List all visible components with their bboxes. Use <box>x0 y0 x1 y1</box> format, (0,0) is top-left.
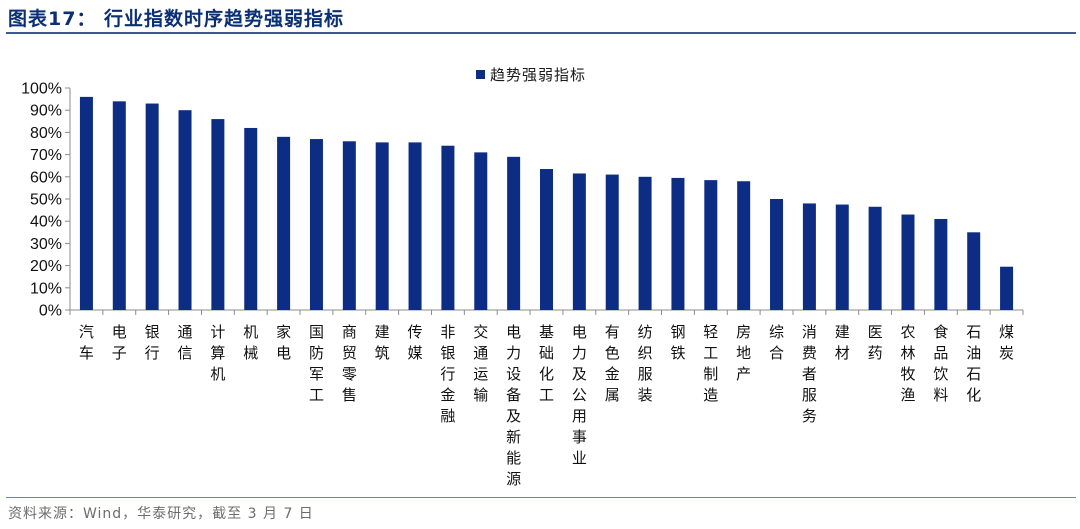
x-category-label: 轻工制造 <box>703 323 718 404</box>
bar-医药 <box>868 206 882 310</box>
bar-建材 <box>835 204 849 310</box>
bar-传媒 <box>408 142 422 310</box>
x-category-label: 交通运输 <box>473 323 488 404</box>
x-category-label: 食品饮料 <box>933 323 948 404</box>
source-note: 资料来源：Wind，华泰研究，截至 3 月 7 日 <box>8 506 314 522</box>
header-divider <box>6 32 1076 34</box>
bar-电子 <box>112 101 126 310</box>
y-tick-label: 70% <box>30 147 62 164</box>
bar-计算机 <box>211 119 225 310</box>
bar-钢铁 <box>671 177 685 310</box>
x-category-label: 农林牧渔 <box>900 323 915 404</box>
x-category-label: 非银行金融 <box>440 323 455 425</box>
footer-divider <box>6 497 1076 498</box>
x-category-label: 消费者服务 <box>802 323 817 425</box>
bar-国防军工 <box>309 139 323 310</box>
x-category-label: 纺织服装 <box>638 323 653 404</box>
bar-纺织服装 <box>638 176 652 310</box>
bar-机械 <box>244 127 258 311</box>
y-tick-label: 20% <box>30 258 62 275</box>
x-category-label: 建材 <box>835 323 850 362</box>
x-category-label: 房地产 <box>736 323 751 383</box>
x-category-label: 电力设备及新能源 <box>506 323 521 488</box>
bar-交通运输 <box>474 152 488 310</box>
x-category-label: 家电 <box>276 323 291 362</box>
y-tick-label: 30% <box>30 236 62 253</box>
x-category-label: 汽车 <box>79 323 94 362</box>
bar-建筑 <box>375 142 389 310</box>
bar-商贸零售 <box>342 141 356 310</box>
x-category-label: 商贸零售 <box>342 323 357 404</box>
bar-基础化工 <box>540 169 553 310</box>
x-category-label: 煤炭 <box>999 323 1014 362</box>
bar-chart: 0% 10% 20% 30% 40% 50% 60% 70% 80% 90% 100% 汽车电子银行… <box>21 66 1024 488</box>
y-tick-label: 0% <box>39 303 62 320</box>
figure-header: 图表17： 行业指数时序趋势强弱指标 <box>0 0 1080 32</box>
bar-有色金属 <box>605 174 619 310</box>
bar-家电 <box>277 136 291 310</box>
x-category-label: 综合 <box>769 323 784 362</box>
y-tick-label: 90% <box>30 103 62 120</box>
y-tick-label: 10% <box>30 280 62 297</box>
x-category-label: 计算机 <box>210 323 225 383</box>
y-tick-label: 100% <box>21 81 62 98</box>
bar-银行 <box>145 103 159 310</box>
x-category-label: 电子 <box>112 323 127 362</box>
y-tick-label: 60% <box>30 169 62 186</box>
bar-煤炭 <box>1000 266 1014 310</box>
bar-石油石化 <box>967 232 981 310</box>
bar-series <box>79 96 1014 311</box>
bar-汽车 <box>79 96 93 310</box>
chart-legend: 趋势强弱指标 <box>476 66 586 84</box>
bar-食品饮料 <box>934 218 948 310</box>
bar-非银行金融 <box>441 145 455 310</box>
y-tick-label: 50% <box>30 192 62 209</box>
bar-综合 <box>770 199 784 310</box>
bar-农林牧渔 <box>901 214 915 310</box>
legend-swatch <box>476 70 485 79</box>
x-category-label: 基础化工 <box>539 323 554 404</box>
bar-通信 <box>178 110 192 310</box>
x-category-label: 有色金属 <box>605 323 620 404</box>
bar-房地产 <box>737 181 751 310</box>
figure-title: 图表17： 行业指数时序趋势强弱指标 <box>8 8 345 30</box>
x-category-label: 银行 <box>145 323 160 362</box>
legend-label: 趋势强弱指标 <box>490 66 586 84</box>
x-category-label: 传媒 <box>408 323 423 362</box>
y-tick-label: 40% <box>30 214 62 231</box>
bar-电力设备及新能源 <box>507 156 521 310</box>
x-category-label: 电力及公用事业 <box>572 323 587 467</box>
bar-电力及公用事业 <box>572 173 586 310</box>
y-tick-label: 80% <box>30 125 62 142</box>
x-category-label: 通信 <box>178 323 193 362</box>
x-category-label: 钢铁 <box>670 323 685 362</box>
x-category-label: 国防军工 <box>309 323 324 404</box>
x-category-label: 医药 <box>868 323 883 362</box>
x-category-label: 石油石化 <box>966 323 981 404</box>
bar-轻工制造 <box>704 180 718 310</box>
bar-消费者服务 <box>802 203 816 310</box>
x-category-label: 机械 <box>243 323 258 362</box>
x-category-label: 建筑 <box>375 323 390 362</box>
y-axis-tick-labels: 0% 10% 20% 30% 40% 50% 60% 70% 80% 90% 100% <box>21 81 62 320</box>
